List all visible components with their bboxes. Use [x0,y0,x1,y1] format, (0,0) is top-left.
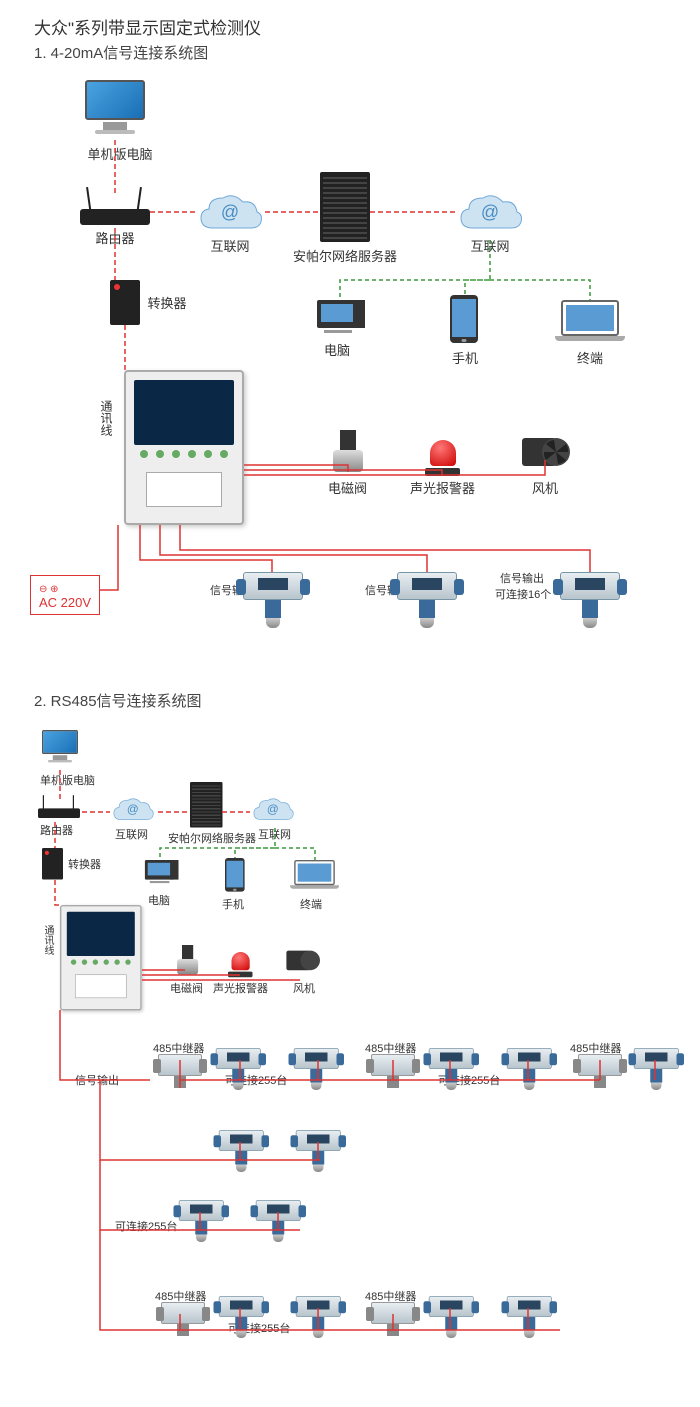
s2-cloud2-icon: @ [250,795,296,824]
s2-alarm-icon [228,952,253,977]
control-box-icon [124,370,244,525]
s2-sensor-13 [503,1296,556,1338]
s2-router-label: 路由器 [40,822,73,838]
internet-cloud-1-icon: @ [195,190,265,235]
s2-server-label: 安帕尔网络服务器 [168,830,256,846]
sig-out-label-3: 信号输出 [500,570,544,586]
router-icon [80,195,150,225]
fan-label: 风机 [525,478,565,497]
s2-sensor-4 [503,1048,556,1090]
relay-4-icon [158,1302,208,1336]
svg-text:@: @ [481,202,499,222]
s2-comm-line-vlabel: 通讯线 [40,925,55,955]
s2-terminal-label: 终端 [300,896,322,912]
fan-icon [520,430,570,470]
connect255-label-3: 可连接255台 [115,1218,177,1234]
s2-alarm-label: 声光报警器 [213,980,268,996]
s2-terminal-icon [290,860,339,889]
converter-label: 转换器 [142,293,192,312]
s2-control-box-icon [60,905,142,1010]
router-label: 路由器 [85,228,145,247]
valve-label: 电磁阀 [320,478,375,497]
ac-label: AC 220V [39,595,91,610]
comm-line-vlabel: 通讯线 [98,400,115,436]
computer-icon: ⌵ [310,300,365,335]
relay-2-icon [368,1054,418,1088]
s2-standalone-pc-icon [42,730,78,762]
sensor-1-icon [238,572,308,628]
internet-label-1: 互联网 [205,236,255,255]
standalone-pc-label: 单机版电脑 [80,144,160,163]
s2-sensor-9 [252,1200,305,1242]
internet-label-2: 互联网 [465,236,515,255]
s2-cloud1-icon: @ [110,795,156,824]
s2-server-icon [190,782,223,828]
diagram-page: { "title_main": "大众\"系列带显示固定式检测仪", "sect… [0,0,700,1407]
s2-computer-icon [140,860,179,885]
s2-phone-icon [225,858,245,892]
relay-3-icon [575,1054,625,1088]
converter-icon [110,280,140,325]
s2-sensor-8 [175,1200,228,1242]
s2-internet-label-1: 互联网 [115,826,148,842]
s2-converter-icon [42,848,63,880]
svg-text:@: @ [267,803,279,816]
s2-sensor-7 [292,1130,345,1172]
s2-phone-label: 手机 [222,896,244,912]
s2-sig-out-label: 信号输出 [75,1072,119,1088]
sensor-2-icon [392,572,462,628]
terminal-icon [555,300,625,341]
internet-cloud-2-icon: @ [455,190,525,235]
s2-sensor-5 [630,1048,683,1090]
s2-sensor-3 [425,1048,478,1090]
s2-internet-label-2: 互联网 [258,826,291,842]
relay-5-icon [368,1302,418,1336]
svg-text:@: @ [127,803,139,816]
server-icon [320,172,370,242]
relay-1-icon [155,1054,205,1088]
s2-fan-label: 风机 [293,980,315,996]
s2-sensor-2 [290,1048,343,1090]
valve-icon [330,430,365,472]
section2-heading: 2. RS485信号连接系统图 [34,690,202,711]
s2-sensor-1 [212,1048,265,1090]
page-title: 大众"系列带显示固定式检测仪 [34,14,261,39]
s2-sensor-12 [425,1296,478,1338]
s2-sensor-10 [215,1296,268,1338]
s2-converter-label: 转换器 [68,856,101,872]
connect-16-label: 可连接16个 [495,586,551,602]
s2-sensor-11 [292,1296,345,1338]
alarm-label: 声光报警器 [405,478,480,497]
s2-router-icon [38,800,80,818]
s2-valve-label: 电磁阀 [170,980,203,996]
computer-label: 电脑 [317,340,357,359]
svg-text:@: @ [221,202,239,222]
server-label: 安帕尔网络服务器 [285,246,405,265]
s2-pc-label: 单机版电脑 [40,772,95,788]
s2-computer-label: 电脑 [148,892,170,908]
section1-heading: 1. 4-20mA信号连接系统图 [34,42,208,63]
standalone-pc-icon [85,80,145,134]
s2-fan-icon [285,945,320,973]
terminal-label: 终端 [565,348,615,367]
phone-icon [450,295,478,343]
phone-label: 手机 [440,348,490,367]
s2-sensor-6 [215,1130,268,1172]
sensor-3-icon [555,572,625,628]
alarm-icon [425,440,460,476]
ac-power-box: ⊖ ⊕AC 220V [30,575,100,615]
s2-valve-icon [175,945,200,974]
